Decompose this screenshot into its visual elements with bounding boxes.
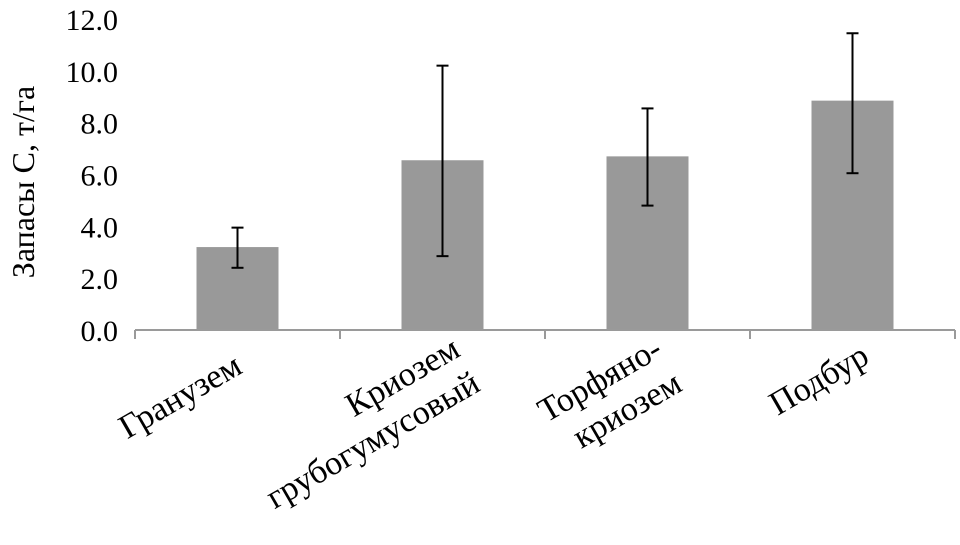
y-tick-label: 6.0 (81, 160, 119, 193)
y-tick-label: 4.0 (81, 211, 119, 244)
category-label-line: Гранузем (113, 347, 248, 446)
y-tick-label: 0.0 (81, 315, 119, 348)
error-bars-group (231, 32, 859, 269)
y-axis-title: Запасы С, т/га (5, 86, 41, 278)
x-tick-marks (134, 330, 956, 339)
category-label: Торфяно-криозем (532, 330, 688, 465)
bars-group (196, 100, 894, 330)
category-label-line: Подбур (763, 337, 875, 423)
y-tick-label: 8.0 (81, 108, 119, 141)
y-tick-labels: 0.0 2.0 4.0 6.0 8.0 10.0 12.0 (66, 4, 119, 348)
category-label: Гранузем (113, 347, 248, 446)
error-bar (846, 32, 859, 175)
error-bar (436, 64, 449, 258)
y-tick-label: 12.0 (66, 4, 119, 37)
y-tick-label: 2.0 (81, 263, 119, 296)
category-labels: Гранузем Криоземгрубогумусовый Торфяно-кри… (113, 330, 875, 516)
y-tick-label: 10.0 (66, 56, 119, 89)
category-label: Подбур (763, 337, 875, 423)
error-bar (641, 107, 654, 207)
error-bar (231, 226, 244, 269)
category-label: Криоземгрубогумусовый (240, 330, 486, 516)
